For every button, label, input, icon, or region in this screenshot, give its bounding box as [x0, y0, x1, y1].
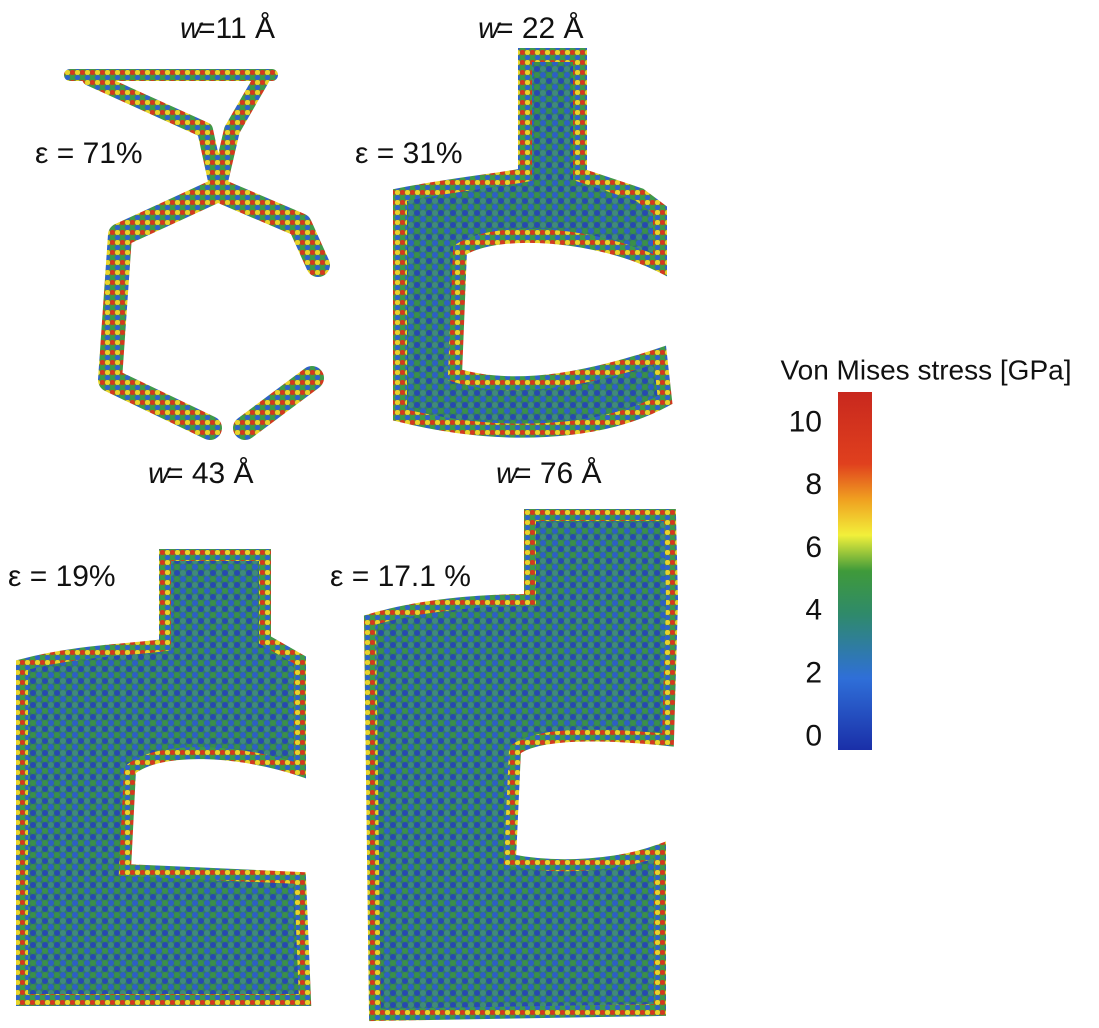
panel [70, 75, 318, 428]
colorbar-tick-label: 8 [805, 468, 822, 501]
strain-label: ε = 71% [35, 137, 143, 170]
strain-label: ε = 31% [355, 137, 463, 170]
colorbar-tick-label: 0 [805, 719, 822, 752]
colorbar-tick-label: 10 [789, 405, 822, 438]
strain-label: ε = 19% [8, 560, 116, 593]
width-label: = 76 Å [514, 457, 602, 490]
colorbar [838, 392, 872, 750]
structure [400, 55, 665, 431]
colorbar-ticks: 0 2 4 6 8 10 [789, 405, 842, 752]
colorbar-title: Von Mises stress [GPa] [781, 354, 1072, 385]
structure [110, 190, 318, 428]
colorbar-tick-label: 2 [805, 657, 822, 690]
structure [90, 78, 262, 190]
width-label: = 22 Å [496, 12, 584, 45]
figure: w =11 Å ε = 71% w = 22 Å ε = 31% w = 43 … [0, 0, 1099, 1028]
width-label: =11 Å [198, 12, 275, 45]
colorbar-tick-label: 6 [805, 531, 822, 564]
width-label: = 43 Å [166, 457, 254, 490]
colorbar-tick-label: 4 [805, 594, 822, 627]
strain-label: ε = 17.1 % [330, 560, 471, 593]
structure [22, 555, 305, 1000]
